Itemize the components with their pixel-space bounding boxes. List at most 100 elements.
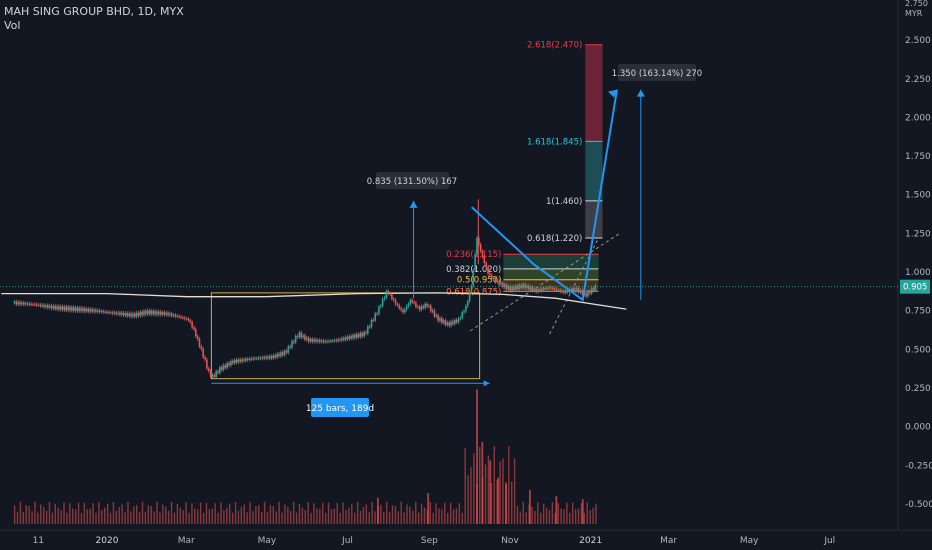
candle-body — [159, 311, 162, 315]
volume-bar — [159, 512, 161, 524]
candle-body — [589, 291, 591, 294]
candle-body — [289, 346, 291, 348]
volume-bar — [307, 502, 309, 524]
volume-bar — [595, 503, 597, 524]
candle-body — [104, 311, 106, 313]
candle-body — [522, 284, 525, 289]
volume-bar — [80, 512, 83, 524]
volume-bar — [310, 512, 312, 524]
candle-body — [561, 291, 563, 293]
candle-body — [13, 301, 16, 303]
candle-body — [344, 337, 347, 340]
candle-body — [231, 361, 234, 364]
volume-bar — [441, 509, 443, 524]
candle-body — [498, 280, 500, 285]
volume-bar — [54, 503, 57, 524]
candle-body — [256, 358, 258, 360]
volume-bar — [592, 507, 594, 524]
y-tick-label: 2.250 — [905, 75, 931, 85]
candle-body — [296, 336, 299, 338]
volume-bar — [333, 508, 336, 524]
candle-body — [30, 303, 32, 305]
projection-zigzag — [471, 89, 618, 302]
volume-bar — [34, 501, 36, 524]
candle-body — [529, 287, 532, 290]
candle-body — [226, 363, 229, 368]
candle-body — [65, 306, 68, 311]
volume-spike — [497, 477, 500, 524]
candle-body — [182, 317, 184, 319]
volume-bar — [287, 506, 289, 524]
volume-bar — [60, 510, 62, 524]
volume-bar — [263, 501, 266, 524]
candle-body — [365, 332, 367, 334]
candle-body — [354, 334, 356, 338]
candle-body — [535, 288, 537, 292]
candle-body — [474, 254, 476, 271]
candle-body — [413, 302, 415, 304]
candle-body — [250, 358, 253, 360]
candle-body — [441, 318, 443, 323]
volume-bar — [98, 502, 100, 524]
volume-bar — [130, 511, 132, 524]
volume-spike — [529, 489, 531, 524]
candle-body — [207, 368, 210, 371]
volume-bar — [487, 455, 490, 524]
volume-bar — [101, 510, 103, 524]
volume-bar — [135, 505, 138, 524]
volume-bar — [319, 509, 321, 524]
volume-bar — [327, 502, 330, 524]
candle-body — [130, 313, 132, 317]
volume-bar — [479, 446, 481, 524]
x-tick-label: Jul — [823, 536, 835, 546]
volume-bar — [278, 501, 280, 524]
candle-body — [466, 301, 469, 307]
candle-body — [311, 338, 314, 342]
candle-body — [263, 357, 266, 359]
candle-body — [422, 306, 425, 308]
candle-body — [139, 311, 142, 316]
candle-body — [476, 237, 478, 255]
candle-body — [71, 307, 73, 311]
candle-body — [15, 301, 18, 305]
candle-body — [502, 282, 504, 287]
candle-body — [274, 355, 277, 358]
volume-bar — [185, 502, 187, 524]
candle-body — [163, 312, 166, 315]
volume-bar — [252, 511, 254, 524]
candle-body — [342, 338, 345, 340]
volume-bar — [74, 509, 77, 524]
candle-body — [111, 312, 114, 314]
candle-body — [552, 287, 554, 289]
volume-bar — [304, 510, 306, 524]
candle-body — [76, 307, 79, 312]
volume-bar — [438, 508, 440, 524]
candle-body — [328, 341, 330, 343]
volume-bar — [147, 505, 150, 524]
candle-body — [281, 352, 284, 356]
candle-body — [230, 361, 232, 366]
candle-body — [357, 333, 360, 338]
candle-body — [520, 284, 523, 289]
candle-body — [587, 291, 589, 297]
volume-bar — [394, 506, 397, 524]
volume-bar — [89, 508, 91, 524]
volume-bar — [542, 503, 545, 524]
candle-body — [150, 310, 153, 315]
volume-bar — [368, 512, 370, 524]
candle-body — [559, 290, 562, 292]
volume-bar — [513, 458, 516, 524]
volume-bar — [554, 512, 556, 524]
candle-body — [300, 332, 303, 338]
volume-bar — [557, 503, 559, 524]
candle-body — [392, 298, 395, 301]
x-tick-label: Jul — [341, 536, 353, 546]
volume-bar — [275, 511, 277, 524]
candle-body — [26, 303, 29, 305]
candle-body — [546, 287, 549, 289]
y-tick-label: 0.000 — [905, 423, 931, 433]
volume-bar — [362, 506, 365, 524]
candle-body — [415, 302, 417, 307]
candle-body — [468, 292, 471, 302]
